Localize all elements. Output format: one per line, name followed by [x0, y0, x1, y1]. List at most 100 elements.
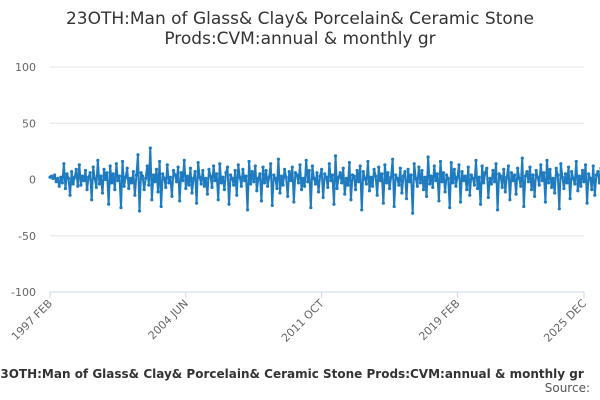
data-point[interactable] [82, 179, 86, 183]
data-point[interactable] [157, 159, 162, 164]
data-point[interactable] [102, 167, 106, 171]
data-point[interactable] [162, 176, 166, 180]
data-point[interactable] [142, 188, 146, 192]
data-point[interactable] [536, 175, 540, 179]
data-point[interactable] [381, 201, 385, 205]
data-point[interactable] [210, 185, 214, 189]
data-point[interactable] [131, 170, 135, 174]
data-point[interactable] [593, 193, 597, 197]
data-point[interactable] [469, 173, 473, 177]
data-point[interactable] [73, 175, 77, 179]
data-point[interactable] [597, 181, 600, 185]
data-point[interactable] [255, 189, 259, 193]
data-point[interactable] [264, 168, 268, 173]
data-point[interactable] [119, 206, 123, 210]
data-point[interactable] [506, 164, 510, 168]
data-point[interactable] [76, 184, 80, 188]
data-point[interactable] [566, 165, 571, 169]
data-point[interactable] [266, 184, 270, 188]
data-point[interactable] [489, 182, 493, 186]
data-point[interactable] [151, 173, 155, 177]
data-point[interactable] [105, 171, 109, 175]
data-point[interactable] [554, 166, 558, 170]
data-point[interactable] [533, 194, 537, 198]
data-point[interactable] [455, 175, 460, 179]
data-point[interactable] [296, 181, 301, 185]
data-point[interactable] [267, 175, 271, 179]
data-point[interactable] [315, 171, 319, 175]
data-point[interactable] [364, 182, 368, 186]
data-point[interactable] [377, 165, 381, 169]
data-point[interactable] [249, 182, 253, 186]
data-point[interactable] [261, 165, 265, 169]
data-point[interactable] [424, 194, 429, 198]
data-point[interactable] [59, 175, 63, 179]
data-point[interactable] [145, 164, 149, 168]
data-point[interactable] [312, 176, 316, 180]
data-point[interactable] [570, 170, 574, 174]
data-point[interactable] [159, 204, 163, 209]
data-point[interactable] [156, 190, 160, 194]
data-point[interactable] [236, 163, 240, 167]
data-point[interactable] [479, 202, 483, 206]
data-point[interactable] [361, 170, 365, 174]
data-point[interactable] [141, 174, 145, 178]
data-point[interactable] [108, 164, 112, 168]
data-point[interactable] [130, 181, 134, 185]
data-point[interactable] [449, 161, 453, 165]
data-point[interactable] [557, 207, 561, 211]
data-point[interactable] [571, 176, 575, 180]
data-point[interactable] [367, 189, 372, 193]
data-point[interactable] [583, 163, 588, 167]
data-point[interactable] [276, 157, 281, 161]
data-point[interactable] [62, 162, 66, 166]
data-point[interactable] [222, 188, 226, 192]
data-point[interactable] [429, 174, 433, 178]
data-point[interactable] [179, 171, 183, 175]
data-point[interactable] [451, 181, 455, 185]
data-point[interactable] [253, 164, 257, 168]
data-point[interactable] [335, 186, 339, 191]
data-point[interactable] [77, 163, 81, 167]
data-point[interactable] [587, 172, 591, 176]
data-point[interactable] [154, 167, 159, 171]
data-point[interactable] [247, 159, 251, 164]
data-point[interactable] [387, 186, 392, 191]
data-point[interactable] [241, 167, 245, 171]
data-point[interactable] [204, 176, 208, 180]
data-point[interactable] [244, 174, 248, 178]
data-point[interactable] [454, 184, 458, 188]
data-point[interactable] [174, 180, 179, 184]
data-point[interactable] [205, 192, 210, 196]
data-point[interactable] [378, 179, 382, 183]
data-point[interactable] [150, 198, 154, 202]
data-point[interactable] [519, 184, 523, 188]
data-point[interactable] [83, 168, 88, 173]
data-point[interactable] [463, 174, 467, 178]
data-point[interactable] [100, 191, 105, 195]
data-point[interactable] [176, 165, 180, 169]
legend[interactable]: 23OTH:Man of Glass& Clay& Porcelain& Cer… [0, 367, 584, 381]
data-point[interactable] [520, 156, 524, 160]
data-point[interactable] [574, 159, 578, 164]
data-point[interactable] [546, 181, 551, 185]
data-point[interactable] [127, 186, 131, 191]
data-point[interactable] [320, 167, 324, 171]
data-point[interactable] [213, 179, 217, 183]
data-point[interactable] [198, 175, 202, 179]
data-point[interactable] [337, 175, 341, 179]
data-point[interactable] [330, 173, 335, 177]
data-point[interactable] [165, 163, 169, 167]
data-point[interactable] [207, 167, 211, 171]
data-point[interactable] [420, 168, 424, 173]
data-point[interactable] [443, 190, 447, 194]
data-point[interactable] [477, 175, 481, 179]
data-point[interactable] [270, 203, 274, 207]
data-point[interactable] [553, 191, 557, 195]
data-point[interactable] [295, 173, 299, 177]
data-point[interactable] [366, 159, 370, 164]
data-point[interactable] [216, 198, 220, 202]
data-point[interactable] [298, 163, 302, 167]
data-point[interactable] [188, 166, 193, 170]
legend-item-label[interactable]: 23OTH:Man of Glass& Clay& Porcelain& Cer… [0, 367, 584, 381]
